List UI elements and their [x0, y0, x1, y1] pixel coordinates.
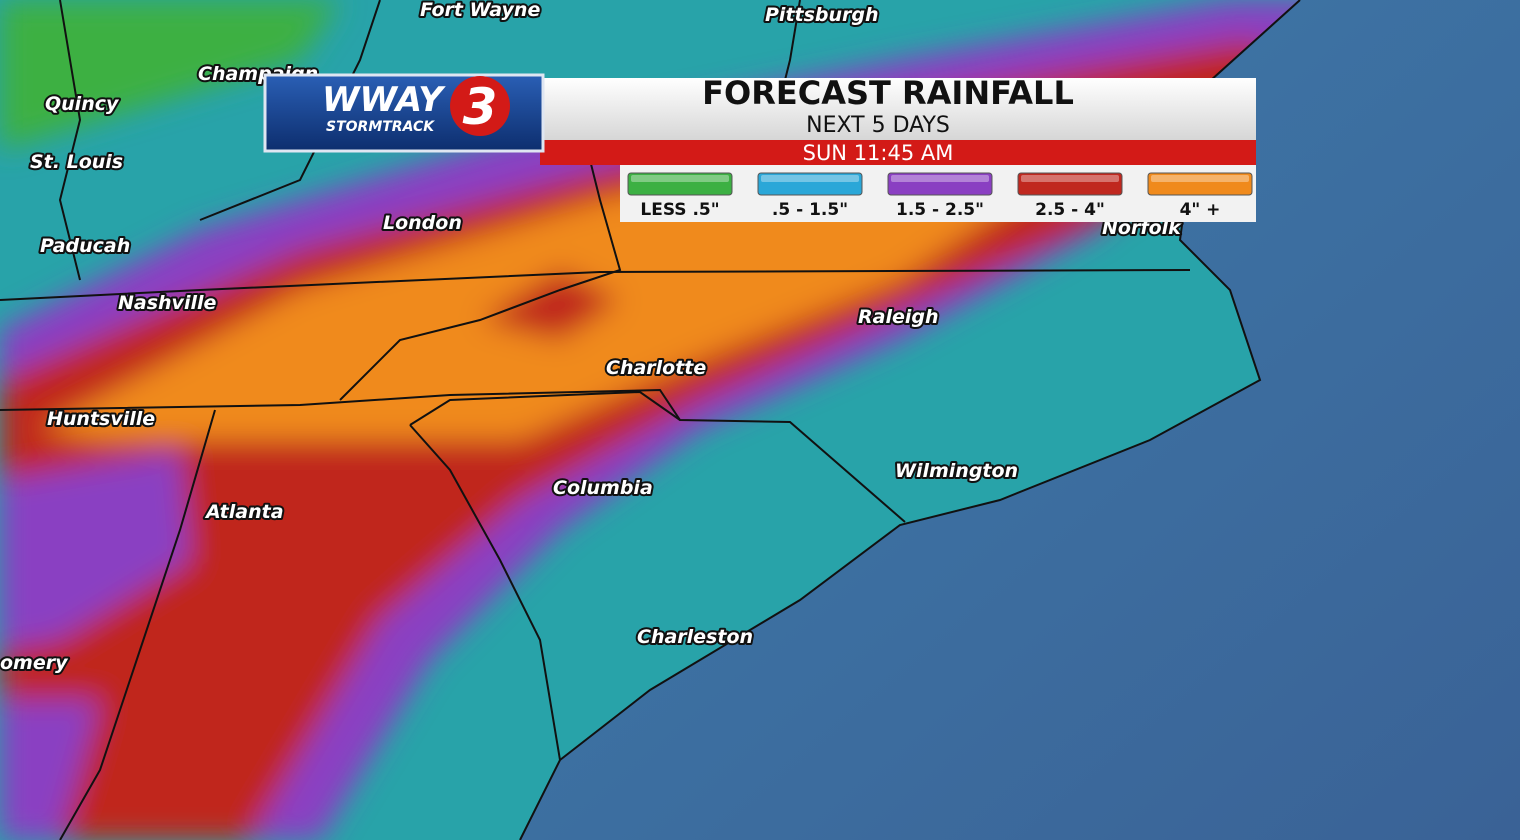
band-red-patch — [480, 270, 620, 340]
ocean — [520, 0, 1520, 840]
city-label: Quincy — [45, 93, 120, 115]
time-bar — [540, 140, 1256, 165]
legend-label: 4" + — [1180, 200, 1221, 220]
city-label: omery — [0, 652, 69, 674]
legend-label: .5 - 1.5" — [772, 200, 848, 220]
legend-swatch-shine — [1151, 175, 1249, 182]
city-label: Columbia — [553, 477, 653, 499]
legend-swatch — [627, 172, 733, 196]
title: FORECAST RAINFALL — [702, 74, 1074, 112]
subtitle: NEXT 5 DAYS — [806, 113, 950, 138]
city-label: Atlanta — [204, 501, 284, 523]
legend-label: 1.5 - 2.5" — [896, 200, 984, 220]
city-label: Nashville — [118, 292, 216, 314]
city-label: London — [383, 212, 462, 234]
legend-label: LESS .5" — [640, 200, 719, 220]
city-label: Pittsburgh — [765, 4, 879, 26]
city-label: Huntsville — [47, 408, 155, 430]
legend-swatch-shine — [631, 175, 729, 182]
legend-swatch-shine — [891, 175, 989, 182]
legend: LESS .5" .5 - 1.5" 1.5 - 2.5" 2.5 - 4" 4" + — [627, 172, 1253, 220]
legend-label: 2.5 - 4" — [1035, 200, 1105, 220]
logo-number: 3 — [463, 78, 498, 136]
city-label: Charleston — [637, 626, 753, 648]
city-label: Charlotte — [606, 357, 706, 379]
legend-swatch — [887, 172, 993, 196]
city-label: St. Louis — [30, 151, 123, 173]
logo-tagline: STORMTRACK — [326, 119, 435, 135]
city-label: Paducah — [40, 235, 130, 257]
title-banner — [540, 78, 1256, 140]
band-purple-patch — [0, 450, 190, 650]
city-label: Fort Wayne — [420, 0, 540, 21]
logo-name: WWAY — [322, 80, 446, 120]
logo-badge — [450, 76, 510, 136]
city-label: Raleigh — [858, 306, 939, 328]
legend-swatch-shine — [761, 175, 859, 182]
band-red — [0, 40, 1300, 840]
legend-swatch — [757, 172, 863, 196]
legend-swatch-shine — [1021, 175, 1119, 182]
city-label: Wilmington — [895, 460, 1018, 482]
legend-swatch — [1017, 172, 1123, 196]
time: SUN 11:45 AM — [803, 141, 954, 165]
legend-swatch — [1147, 172, 1253, 196]
band-green — [0, 0, 340, 150]
